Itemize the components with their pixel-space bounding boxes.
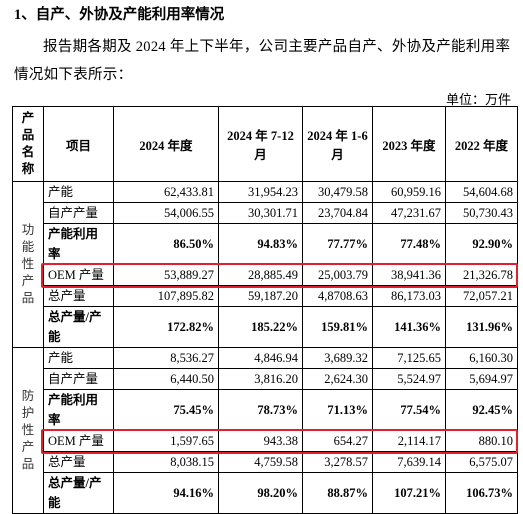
cell-value: 92.90%	[445, 223, 518, 265]
table-row: 功能性产品 产能 62,433.81 31,954.23 30,479.58 60,959…	[12, 181, 518, 348]
cell-value: 3,689.32	[302, 347, 373, 369]
cell-value: 6,440.50	[113, 368, 219, 390]
cell-value: 71.13%	[302, 389, 373, 431]
table-row: 产能利用率 86.50% 94.83% 77.77% 77.48% 92.90%	[13, 223, 518, 265]
header-cell: 2024 年 1-6 月	[302, 106, 373, 182]
group-name: 功能性产品	[12, 181, 44, 348]
cell-value: 47,231.67	[372, 202, 446, 224]
row-label: 产能	[43, 347, 114, 369]
cell-value: 185.22%	[218, 306, 303, 348]
header-row: 产品名称 项目 2024 年度 2024 年 7-12 月 2024 年 1-6 月 20…	[12, 106, 518, 182]
cell-value: 59,187.20	[218, 285, 303, 307]
cell-value: 141.36%	[372, 306, 446, 348]
cell-value: 98.20%	[218, 472, 303, 514]
group-name: 防护性产品	[12, 347, 44, 514]
cell-value: 88.87%	[302, 472, 373, 514]
row-label: 产能利用率	[43, 223, 114, 265]
header-cell: 2022 年度	[445, 106, 518, 182]
cell-value: 86,173.03	[372, 285, 446, 307]
table-row: 自产产量 6,440.50 3,816.20 2,624.30 5,524.97 5,69…	[13, 368, 518, 390]
cell-value: 2,624.30	[302, 368, 373, 390]
header-cell: 2024 年度	[113, 106, 219, 182]
unit-note: 单位：万件	[445, 92, 511, 107]
row-label: 总产量	[43, 451, 114, 473]
cell-value: 30,479.58	[302, 181, 373, 203]
cell-value: 92.45%	[445, 389, 518, 431]
cell-value: 3,816.20	[218, 368, 303, 390]
row-label: 产能利用率	[43, 389, 114, 431]
cell-value: 50,730.43	[445, 202, 518, 224]
row-label: OEM 产量	[43, 264, 114, 286]
table-row: 防护性产品 产能 8,536.27 4,846.94 3,689.32 7,125.65 6…	[12, 347, 518, 514]
cell-value: 106.73%	[445, 472, 518, 514]
cell-value: 131.96%	[445, 306, 518, 348]
cell-value: 78.73%	[218, 389, 303, 431]
table-row: 总产量 8,038.15 4,759.58 3,278.57 7,639.14 6,575…	[13, 451, 518, 473]
cell-value: 6,160.30	[445, 347, 518, 369]
cell-value: 159.81%	[302, 306, 373, 348]
heading: 1、自产、外协及产能利用率情况	[14, 7, 225, 23]
cell-value: 54,604.68	[445, 181, 518, 203]
header-cell: 项目	[43, 106, 114, 182]
cell-value: 4,759.58	[218, 451, 303, 473]
cell-value: 172.82%	[113, 306, 219, 348]
table-row: 总产量/产能 94.16% 98.20% 88.87% 107.21% 106.73%	[13, 472, 518, 514]
cell-value: 8,038.15	[113, 451, 219, 473]
cell-value: 86.50%	[113, 223, 219, 265]
cell-value: 72,057.21	[445, 285, 518, 307]
cell-value: 8,536.27	[113, 347, 219, 369]
cell-value: 77.77%	[302, 223, 373, 265]
cell-value: 54,006.55	[113, 202, 219, 224]
paragraph: 报告期各期及 2024 年上下半年，公司主要产品自产、外协及产能利用率情况如下表…	[14, 39, 511, 83]
cell-value: 23,704.84	[302, 202, 373, 224]
highlight-box	[40, 428, 518, 454]
cell-value: 7,639.14	[372, 451, 446, 473]
cell-value: 6,575.07	[445, 451, 518, 473]
cell-value: 4,846.94	[218, 347, 303, 369]
cell-value: 75.45%	[113, 389, 219, 431]
page: 1、自产、外协及产能利用率情况 报告期各期及 2024 年上下半年，公司主要产品…	[12, 7, 518, 514]
cell-value: 94.16%	[113, 472, 219, 514]
row-label: 总产量/产能	[43, 472, 114, 514]
cell-value: 5,694.97	[445, 368, 518, 390]
table-row: 自产产量 54,006.55 30,301.71 23,704.84 47,231.67…	[13, 202, 518, 224]
row-label: 产能	[43, 181, 114, 203]
row-label: 总产量	[43, 285, 114, 307]
table-row: 总产量 107,895.82 59,187.20 4,8708.63 86,173.03…	[13, 285, 518, 307]
table-row: 总产量/产能 172.82% 185.22% 159.81% 141.36% 131.96…	[13, 306, 518, 348]
row-label: 自产产量	[43, 202, 114, 224]
cell-value: 30,301.71	[218, 202, 303, 224]
cell-value: 3,278.57	[302, 451, 373, 473]
cell-value: 107,895.82	[113, 285, 219, 307]
row-label: 总产量/产能	[43, 306, 114, 348]
header-cell: 产品名称	[12, 106, 44, 182]
cell-value: 4,8708.63	[302, 285, 373, 307]
cell-value: 77.54%	[372, 389, 446, 431]
header-cell: 2024 年 7-12 月	[218, 106, 303, 182]
cell-value: 7,125.65	[372, 347, 446, 369]
cell-value: 60,959.16	[372, 181, 446, 203]
cell-value: 107.21%	[372, 472, 446, 514]
cell-value: 94.83%	[218, 223, 303, 265]
table-row: 产能利用率 75.45% 78.73% 71.13% 77.54% 92.45%	[13, 389, 518, 431]
cell-value: 62,433.81	[113, 181, 219, 203]
row-label: 自产产量	[43, 368, 114, 390]
cell-value: 31,954.23	[218, 181, 303, 203]
highlight-box	[40, 262, 518, 288]
cell-value: 77.48%	[372, 223, 446, 265]
cell-value: 5,524.97	[372, 368, 446, 390]
header-cell: 2023 年度	[372, 106, 446, 182]
